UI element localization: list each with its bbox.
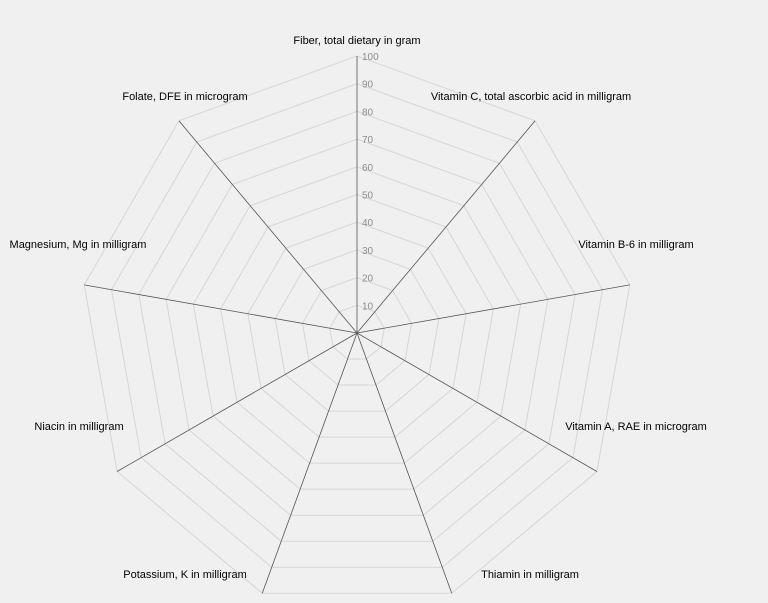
tick-label: 10: [362, 301, 374, 312]
grid-ring-60: [192, 166, 522, 490]
grid-ring-40: [247, 221, 467, 438]
axis-label: Folate, DFE in microgram: [122, 91, 247, 103]
axis-label: Thiamin in milligram: [481, 569, 579, 581]
tick-labels: 10 20 30 40 50 60 70 80 90 100: [362, 52, 379, 312]
axis-spoke: [356, 284, 630, 334]
axis-label: Vitamin C, total ascorbic acid in millig…: [431, 91, 631, 103]
axis-label: Vitamin A, RAE in microgram: [565, 421, 707, 433]
tick-label: 80: [362, 107, 374, 118]
grid-ring-50: [220, 193, 494, 464]
axis-spoke: [356, 332, 598, 472]
axis-spoke: [356, 332, 453, 594]
axis-spoke: [356, 120, 536, 334]
axis-spoke: [116, 332, 358, 472]
grid-ring-100: [83, 55, 631, 594]
tick-label: 20: [362, 274, 374, 285]
grid-ring-80: [138, 110, 576, 542]
tick-label: 70: [362, 135, 374, 146]
axis-label: Vitamin B-6 in milligram: [578, 239, 693, 251]
axis-label: Niacin in milligram: [34, 421, 123, 433]
grid-ring-70: [165, 138, 549, 516]
tick-label: 60: [362, 163, 374, 174]
grid-layer: [83, 55, 631, 594]
axis-label: Fiber, total dietary in gram: [293, 35, 420, 47]
tick-label: 90: [362, 80, 374, 91]
tick-label: 40: [362, 218, 374, 229]
axis-spoke: [261, 332, 358, 594]
grid-ring-30: [274, 249, 440, 412]
axis-labels: Fiber, total dietary in gram Vitamin C, t…: [10, 35, 707, 581]
tick-label: 100: [362, 52, 379, 63]
axis-label: Potassium, K in milligram: [123, 569, 246, 581]
axis-label: Magnesium, Mg in milligram: [10, 239, 147, 251]
axis-spoke: [178, 120, 358, 334]
tick-label: 30: [362, 246, 374, 257]
spoke-layer: [84, 56, 630, 594]
axis-spoke: [84, 284, 358, 334]
tick-label: 50: [362, 191, 374, 202]
grid-ring-90: [110, 83, 604, 568]
grid-ring-10: [329, 304, 385, 360]
grid-ring-20: [301, 277, 413, 386]
